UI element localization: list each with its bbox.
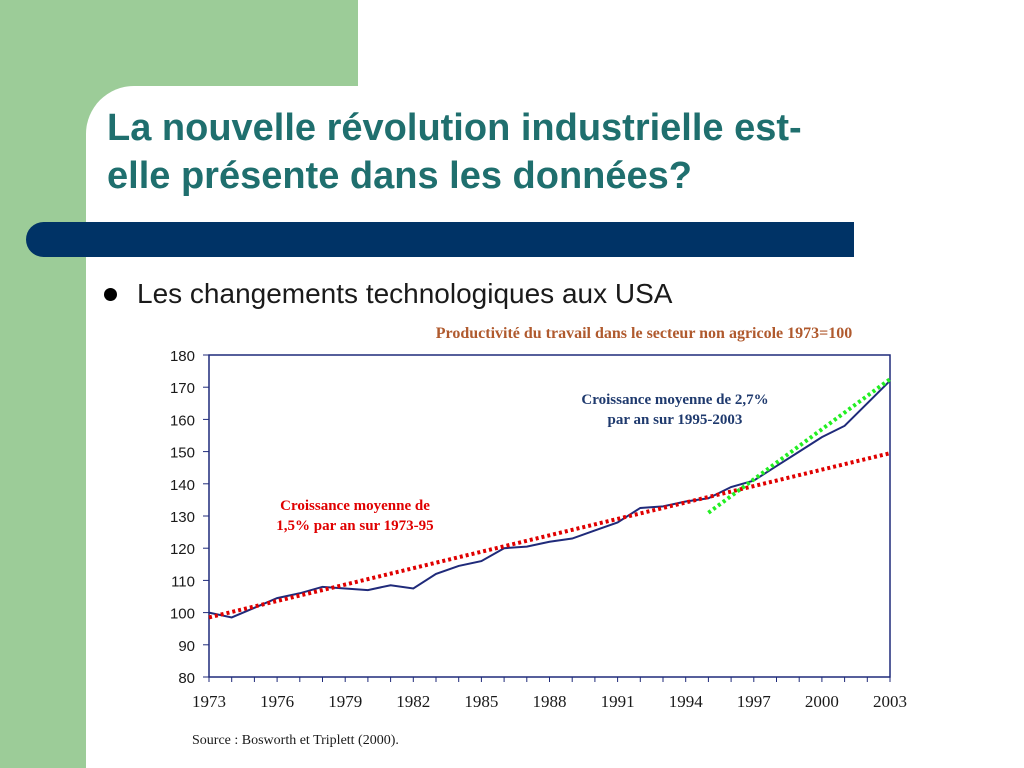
y-tick-label: 100 bbox=[170, 606, 195, 623]
trend-1973-1995 bbox=[208, 451, 891, 620]
y-tick-label: 150 bbox=[170, 445, 195, 462]
y-tick-label: 80 bbox=[178, 670, 195, 687]
series-layer bbox=[208, 377, 892, 620]
y-tick-label: 180 bbox=[170, 348, 195, 365]
annotation-1995-2003-line-1: Croissance moyenne de 2,7% bbox=[581, 392, 768, 408]
x-axis: 1973 1976 1979 1982 1985 1988 1991 1994 1997 2000… bbox=[192, 677, 907, 711]
bullet-text: Les changements technologiques aux USA bbox=[137, 278, 673, 309]
annotation-1995-2003-line-2: par an sur 1995-2003 bbox=[608, 412, 743, 428]
y-tick-label: 90 bbox=[178, 638, 195, 655]
x-tick-label: 1976 bbox=[260, 692, 294, 711]
productivity-line bbox=[208, 380, 891, 619]
x-tick-label: 1991 bbox=[601, 692, 635, 711]
bullet-item: Les changements technologiques aux USA bbox=[104, 274, 672, 314]
plot-area-frame bbox=[208, 354, 891, 678]
annotation-1973-95-line-1: Croissance moyenne de bbox=[280, 498, 430, 514]
chart-title: Productivité du travail dans le secteur … bbox=[436, 325, 853, 342]
x-tick-label: 2000 bbox=[805, 692, 839, 711]
title-divider-bar bbox=[26, 222, 854, 257]
x-tick-label: 1982 bbox=[396, 692, 430, 711]
y-tick-label: 130 bbox=[170, 509, 195, 526]
x-tick-label: 2003 bbox=[873, 692, 907, 711]
y-tick-label: 160 bbox=[170, 412, 195, 429]
slide-title-line-1: La nouvelle révolution industrielle est- bbox=[107, 107, 802, 149]
y-tick-label: 170 bbox=[170, 380, 195, 397]
y-tick-label: 120 bbox=[170, 541, 195, 558]
slide-title: La nouvelle révolution industrielle est-… bbox=[107, 104, 997, 200]
trend-1995-2003 bbox=[707, 377, 892, 515]
slide-title-line-2: elle présente dans les données? bbox=[107, 155, 692, 197]
x-tick-label: 1994 bbox=[669, 692, 704, 711]
x-tick-label: 1985 bbox=[464, 692, 498, 711]
x-tick-label: 1997 bbox=[737, 692, 772, 711]
bullet-dot-icon bbox=[104, 287, 117, 301]
x-tick-label: 1979 bbox=[328, 692, 362, 711]
chart-source: Source : Bosworth et Triplett (2000). bbox=[192, 733, 399, 748]
y-tick-label: 110 bbox=[171, 573, 195, 590]
x-tick-label: 1988 bbox=[533, 692, 567, 711]
white-content-panel bbox=[86, 86, 1024, 768]
annotation-1973-95-line-2: 1,5% par an sur 1973-95 bbox=[276, 518, 433, 534]
y-axis: 80 90 100 110 120 130 140 150 160 170 180 bbox=[170, 348, 209, 687]
x-tick-label: 1973 bbox=[192, 692, 226, 711]
y-tick-label: 140 bbox=[170, 477, 195, 494]
